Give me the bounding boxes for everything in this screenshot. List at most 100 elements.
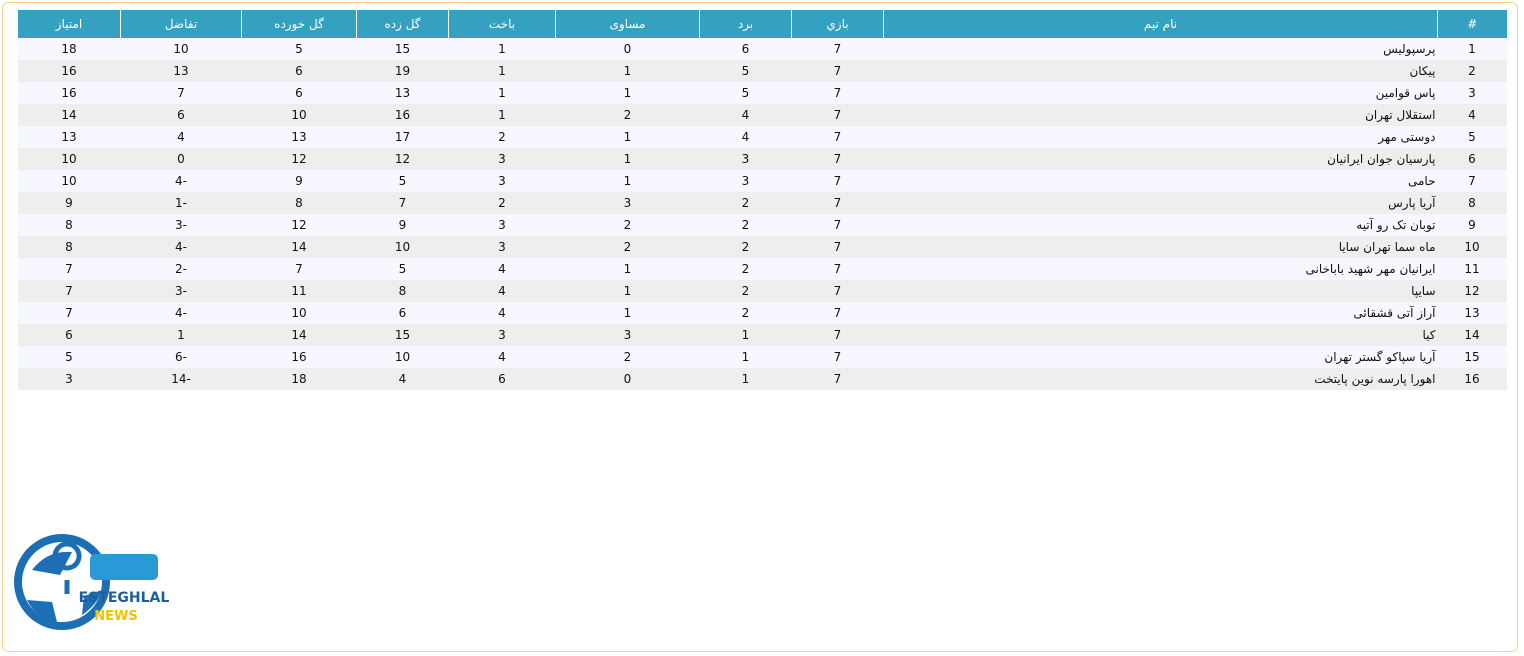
cell: 3 <box>555 192 700 214</box>
cell: -4 <box>120 236 242 258</box>
cell: 13 <box>356 82 449 104</box>
cell: 9 <box>17 192 121 214</box>
cell: 5 <box>1437 126 1507 148</box>
cell: 16 <box>1437 368 1507 390</box>
cell: 12 <box>1437 280 1507 302</box>
cell: 7 <box>791 280 884 302</box>
cell: 19 <box>356 60 449 82</box>
cell: 14 <box>241 324 357 346</box>
cell: 1 <box>699 346 792 368</box>
cell: 3 <box>699 148 792 170</box>
cell: 1 <box>448 104 556 126</box>
cell: 11 <box>241 280 357 302</box>
cell: 4 <box>448 258 556 280</box>
cell: 8 <box>356 280 449 302</box>
cell: 2 <box>555 346 700 368</box>
cell: 8 <box>241 192 357 214</box>
cell: 7 <box>791 82 884 104</box>
column-header: باخت <box>448 10 556 38</box>
cell: 7 <box>791 104 884 126</box>
cell: 5 <box>699 82 792 104</box>
table-row: 1 پرسپولیس 7 6 0 1 15 5 10 18 <box>17 38 1507 60</box>
table-row: 12 سایپا 7 2 1 4 8 11 -3 7 <box>17 280 1507 302</box>
cell: -14 <box>120 368 242 390</box>
cell: 3 <box>555 324 700 346</box>
cell: 3 <box>699 170 792 192</box>
cell: 7 <box>791 302 884 324</box>
column-header: برد <box>699 10 792 38</box>
cell: 1 <box>555 60 700 82</box>
table-row: 14 کیا 7 1 3 3 15 14 1 6 <box>17 324 1507 346</box>
cell: 5 <box>699 60 792 82</box>
cell: 2 <box>448 192 556 214</box>
cell: 15 <box>356 324 449 346</box>
cell: 7 <box>356 192 449 214</box>
table-row: 6 پارسیان جوان ایرانیان 7 3 1 3 12 12 0 10 <box>17 148 1507 170</box>
column-header: # <box>1437 10 1507 38</box>
cell: 3 <box>448 324 556 346</box>
cell: 4 <box>699 126 792 148</box>
cell: 0 <box>120 148 242 170</box>
cell: 4 <box>699 104 792 126</box>
cell: 6 <box>356 302 449 324</box>
cell: 4 <box>448 302 556 324</box>
cell: 7 <box>241 258 357 280</box>
cell: 7 <box>791 170 884 192</box>
cell: 7 <box>1437 170 1507 192</box>
cell: 1 <box>555 170 700 192</box>
cell: 1 <box>555 280 700 302</box>
cell: -3 <box>120 280 242 302</box>
team-name: ایرانیان مهر شهید باباخانی <box>883 258 1438 280</box>
cell: 0 <box>555 368 700 390</box>
cell: 1 <box>555 126 700 148</box>
logo-tagline: NEWS <box>94 609 137 624</box>
cell: 13 <box>17 126 121 148</box>
cell: 14 <box>1437 324 1507 346</box>
cell: 7 <box>791 258 884 280</box>
column-header: گل خورده <box>241 10 357 38</box>
team-name: پاس قوامین <box>883 82 1438 104</box>
column-header: مساوی <box>555 10 700 38</box>
cell: 7 <box>791 192 884 214</box>
cell: 1 <box>448 38 556 60</box>
cell: 18 <box>17 38 121 60</box>
cell: 12 <box>241 214 357 236</box>
cell: 1 <box>699 324 792 346</box>
cell: 13 <box>1437 302 1507 324</box>
cell: 7 <box>791 126 884 148</box>
cell: 2 <box>699 214 792 236</box>
column-header: گل زده <box>356 10 449 38</box>
cell: 13 <box>241 126 357 148</box>
cell: 0 <box>555 38 700 60</box>
cell: 10 <box>241 302 357 324</box>
cell: 8 <box>17 236 121 258</box>
cell: 4 <box>448 280 556 302</box>
cell: 1 <box>1437 38 1507 60</box>
cell: 2 <box>555 104 700 126</box>
cell: 10 <box>356 236 449 258</box>
cell: 3 <box>448 214 556 236</box>
cell: 7 <box>791 148 884 170</box>
cell: 1 <box>120 324 242 346</box>
cell: 3 <box>448 148 556 170</box>
cell: 10 <box>241 104 357 126</box>
cell: 3 <box>448 170 556 192</box>
cell: 7 <box>791 324 884 346</box>
team-name: سایپا <box>883 280 1438 302</box>
team-name: آراز آتی قشقائی <box>883 302 1438 324</box>
cell: 18 <box>241 368 357 390</box>
table-body: 1 پرسپولیس 7 6 0 1 15 5 10 18 2 پیکان 7 5 1 1 19 6 13 16 3 پا… <box>17 38 1507 390</box>
team-name: آریا سپاکو گستر تهران <box>883 346 1438 368</box>
cell: 10 <box>17 170 121 192</box>
cell: 4 <box>356 368 449 390</box>
cell: -4 <box>120 302 242 324</box>
table-row: 13 آراز آتی قشقائی 7 2 1 4 6 10 -4 7 <box>17 302 1507 324</box>
cell: 6 <box>241 60 357 82</box>
cell: 2 <box>699 192 792 214</box>
cell: 10 <box>356 346 449 368</box>
cell: 2 <box>699 258 792 280</box>
cell: 1 <box>555 258 700 280</box>
team-name: دوستی مهر <box>883 126 1438 148</box>
cell: 9 <box>241 170 357 192</box>
